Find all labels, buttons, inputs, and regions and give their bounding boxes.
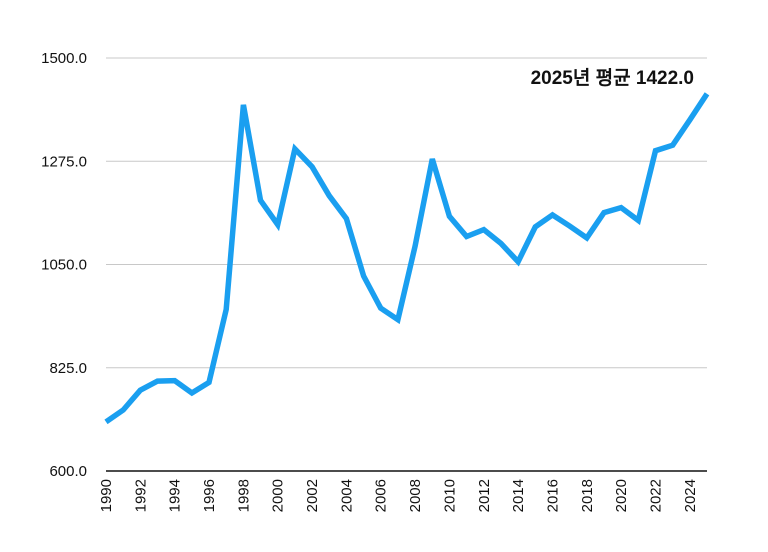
x-tick-label: 2002 [304, 479, 321, 512]
x-tick-labels: 1990 1992 1994 1996 1998 2000 2002 2004 2006 2008… [98, 479, 699, 512]
y-tick-labels: 600.0 825.0 1050.0 1275.0 1500.0 [41, 50, 87, 480]
annotation-label: 2025년 평균 1422.0 [531, 67, 694, 89]
x-tick-label: 2006 [373, 479, 390, 512]
x-tick-label: 2016 [544, 479, 561, 512]
series-layer [104, 92, 710, 425]
y-tick-label: 1050.0 [41, 257, 87, 274]
x-tick-label: 1998 [235, 479, 252, 512]
x-tick-label: 2018 [579, 479, 596, 512]
x-tick-label: 1996 [201, 479, 218, 512]
x-tick-label: 1994 [167, 479, 184, 512]
x-tick-label: 2010 [441, 479, 458, 512]
grid-lines [106, 57, 707, 472]
x-tick-label: 2008 [407, 479, 424, 512]
x-tick-label: 2014 [510, 479, 527, 512]
x-tick-label: 2004 [338, 479, 355, 512]
x-tick-label: 2000 [270, 479, 287, 512]
x-tick-label: 2012 [476, 479, 493, 512]
series-line [104, 92, 710, 425]
x-tick-label: 2022 [647, 479, 664, 512]
x-tick-label: 1990 [98, 479, 115, 512]
y-tick-label: 600.0 [49, 463, 87, 480]
x-tick-label: 1992 [132, 479, 149, 512]
y-tick-label: 825.0 [49, 360, 87, 377]
y-tick-label: 1275.0 [41, 153, 87, 170]
y-tick-label: 1500.0 [41, 50, 87, 67]
x-tick-label: 2024 [682, 479, 699, 512]
x-tick-label: 2020 [613, 479, 630, 512]
